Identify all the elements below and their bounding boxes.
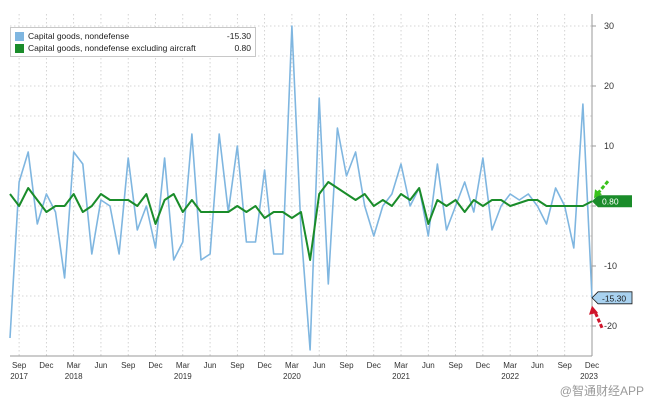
chart-legend: Capital goods, nondefense -15.30 Capital…	[10, 27, 256, 57]
end-value-label: 0.80	[602, 197, 619, 207]
green-arrow-shaft	[596, 180, 610, 195]
x-tick-label: Jun	[531, 361, 544, 370]
x-tick-label: Jun	[94, 361, 107, 370]
x-tick-label: Sep	[230, 361, 245, 370]
y-tick-label: 10	[604, 141, 614, 151]
chart-axes: 30 20 10 -10 -20 Sep Dec Mar Jun Sep Dec Mar Jun Sep D…	[10, 14, 617, 381]
x-tick-label: Jun	[313, 361, 326, 370]
green-arrow-head	[594, 189, 602, 199]
x-year-label: 2021	[392, 372, 410, 381]
y-tick-label: -20	[604, 321, 617, 331]
legend-label: Capital goods, nondefense	[28, 31, 130, 41]
chart-series	[9, 25, 593, 351]
x-tick-label: Mar	[67, 361, 81, 370]
red-arrow-shaft	[593, 311, 604, 329]
x-tick-label: Sep	[121, 361, 136, 370]
series-line-1	[9, 181, 593, 261]
legend-swatch-0	[15, 31, 24, 41]
x-tick-label: Dec	[585, 361, 599, 370]
watermark: @智通财经APP	[559, 384, 644, 398]
x-year-label: 2018	[65, 372, 83, 381]
x-year-label: 2020	[283, 372, 301, 381]
x-year-label: 2023	[580, 372, 598, 381]
legend-item: Capital goods, nondefense -15.30	[15, 30, 251, 42]
x-tick-label: Dec	[258, 361, 272, 370]
x-tick-label: Mar	[285, 361, 299, 370]
x-tick-label: Mar	[503, 361, 517, 370]
x-tick-label: Mar	[394, 361, 408, 370]
x-tick-label: Sep	[448, 361, 463, 370]
x-year-label: 2019	[174, 372, 192, 381]
end-value-tag	[591, 291, 633, 305]
end-value-label: -15.30	[602, 293, 626, 303]
y-tick-label: 30	[604, 21, 614, 31]
x-tick-label: Jun	[204, 361, 217, 370]
x-tick-label: Dec	[148, 361, 162, 370]
legend-item: Capital goods, nondefense excluding airc…	[15, 42, 251, 54]
legend-swatch-1	[15, 43, 24, 53]
x-year-label: 2017	[10, 372, 28, 381]
red-arrow-head	[589, 305, 598, 315]
x-tick-label: Dec	[367, 361, 381, 370]
chart-grid	[10, 14, 593, 356]
x-tick-label: Dec	[39, 361, 53, 370]
legend-label: Capital goods, nondefense excluding airc…	[28, 43, 196, 53]
x-tick-label: Sep	[12, 361, 27, 370]
chart-annotations: -15.30 0.80	[589, 180, 633, 329]
end-value-tag	[592, 195, 632, 208]
y-tick-label: 20	[604, 81, 614, 91]
x-tick-label: Dec	[476, 361, 490, 370]
x-tick-label: Sep	[339, 361, 354, 370]
x-year-label: 2022	[501, 372, 519, 381]
x-tick-label: Jun	[422, 361, 435, 370]
legend-value: -15.30	[226, 31, 251, 41]
legend-value: 0.80	[234, 43, 251, 53]
series-line-0	[9, 25, 593, 351]
x-tick-label: Sep	[558, 361, 573, 370]
y-tick-label: -10	[604, 261, 617, 271]
x-tick-label: Mar	[176, 361, 190, 370]
